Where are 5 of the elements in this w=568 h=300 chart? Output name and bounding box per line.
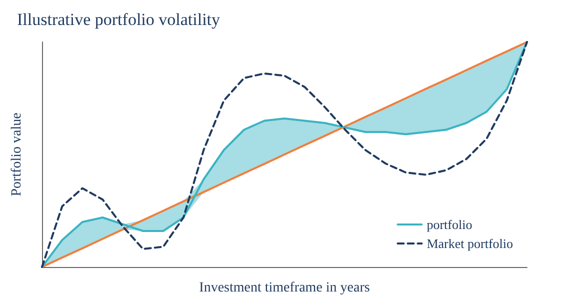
- legend-label: portfolio: [426, 217, 472, 232]
- y-axis-title: Portfolio value: [10, 112, 24, 196]
- chart-title: Illustrative portfolio volatility: [17, 10, 221, 29]
- x-axis-title: Investment timeframe in years: [199, 280, 370, 296]
- legend-label: Market portfolio: [426, 236, 514, 251]
